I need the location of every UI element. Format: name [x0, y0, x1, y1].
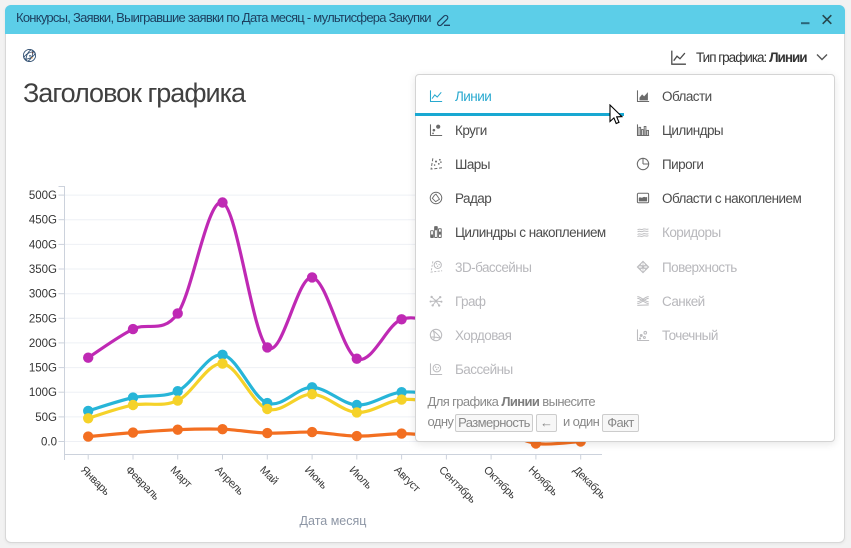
- svg-text:350G: 350G: [29, 264, 57, 276]
- svg-text:Май: Май: [257, 464, 280, 487]
- svg-text:Апрель: Апрель: [212, 464, 246, 498]
- svg-text:Июнь: Июнь: [302, 464, 330, 492]
- svg-text:Дата месяц: Дата месяц: [300, 514, 367, 528]
- svg-text:Ноябрь: Ноябрь: [526, 464, 561, 499]
- svg-text:200G: 200G: [29, 338, 57, 350]
- svg-text:Январь: Январь: [78, 464, 112, 498]
- svg-text:Февраль: Февраль: [123, 464, 162, 503]
- svg-text:0.0: 0.0: [41, 437, 57, 449]
- svg-text:150G: 150G: [29, 363, 57, 375]
- svg-text:100G: 100G: [29, 387, 57, 399]
- svg-text:300G: 300G: [29, 289, 57, 301]
- svg-text:Август: Август: [391, 464, 422, 495]
- svg-text:400G: 400G: [29, 239, 57, 251]
- svg-text:Июль: Июль: [347, 464, 375, 492]
- svg-text:Октябрь: Октябрь: [481, 464, 519, 502]
- svg-text:50G: 50G: [35, 412, 57, 424]
- svg-text:450G: 450G: [29, 215, 57, 227]
- svg-text:Декабрь: Декабрь: [571, 464, 609, 502]
- svg-text:500G: 500G: [29, 190, 57, 202]
- svg-text:250G: 250G: [29, 313, 57, 325]
- svg-text:Март: Март: [168, 464, 194, 490]
- svg-text:Сентябрь: Сентябрь: [436, 464, 478, 506]
